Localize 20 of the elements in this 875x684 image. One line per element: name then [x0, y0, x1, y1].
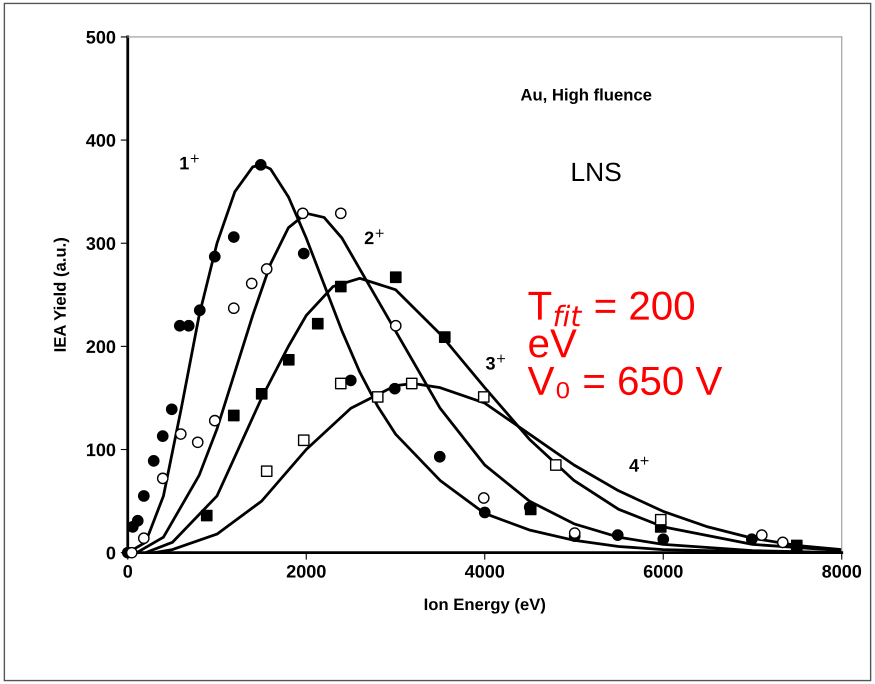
y-axis-title: IEA Yield (a.u.)	[54, 238, 70, 352]
x-tick-label: 0	[123, 564, 132, 578]
y-tick-label: 200	[86, 340, 116, 354]
annotation: 4$^{+}$	[629, 456, 648, 472]
x-tick-label: 4000	[464, 564, 504, 578]
x-tick-label: 2000	[286, 564, 326, 578]
x-tick-label: 8000	[822, 564, 862, 578]
annotation: LNS	[572, 162, 621, 182]
x-axis-title: Ion Energy (eV)	[424, 598, 546, 614]
annotation: T$_{fit}$ = 200 eV V₀ = 650 V	[528, 291, 722, 398]
y-tick-label: 0	[106, 546, 116, 560]
annotation: 1$^{+}$	[180, 154, 199, 170]
annotation: Au, High fluence	[520, 88, 652, 104]
y-tick-label: 500	[86, 30, 116, 44]
x-tick-label: 6000	[644, 564, 683, 578]
annotation: 2$^{+}$	[364, 229, 384, 244]
y-tick-label: 300	[86, 237, 116, 250]
y-tick-label: 100	[86, 443, 116, 456]
y-tick-label: 400	[86, 134, 116, 147]
annotation: 3$^{+}$	[486, 354, 505, 370]
